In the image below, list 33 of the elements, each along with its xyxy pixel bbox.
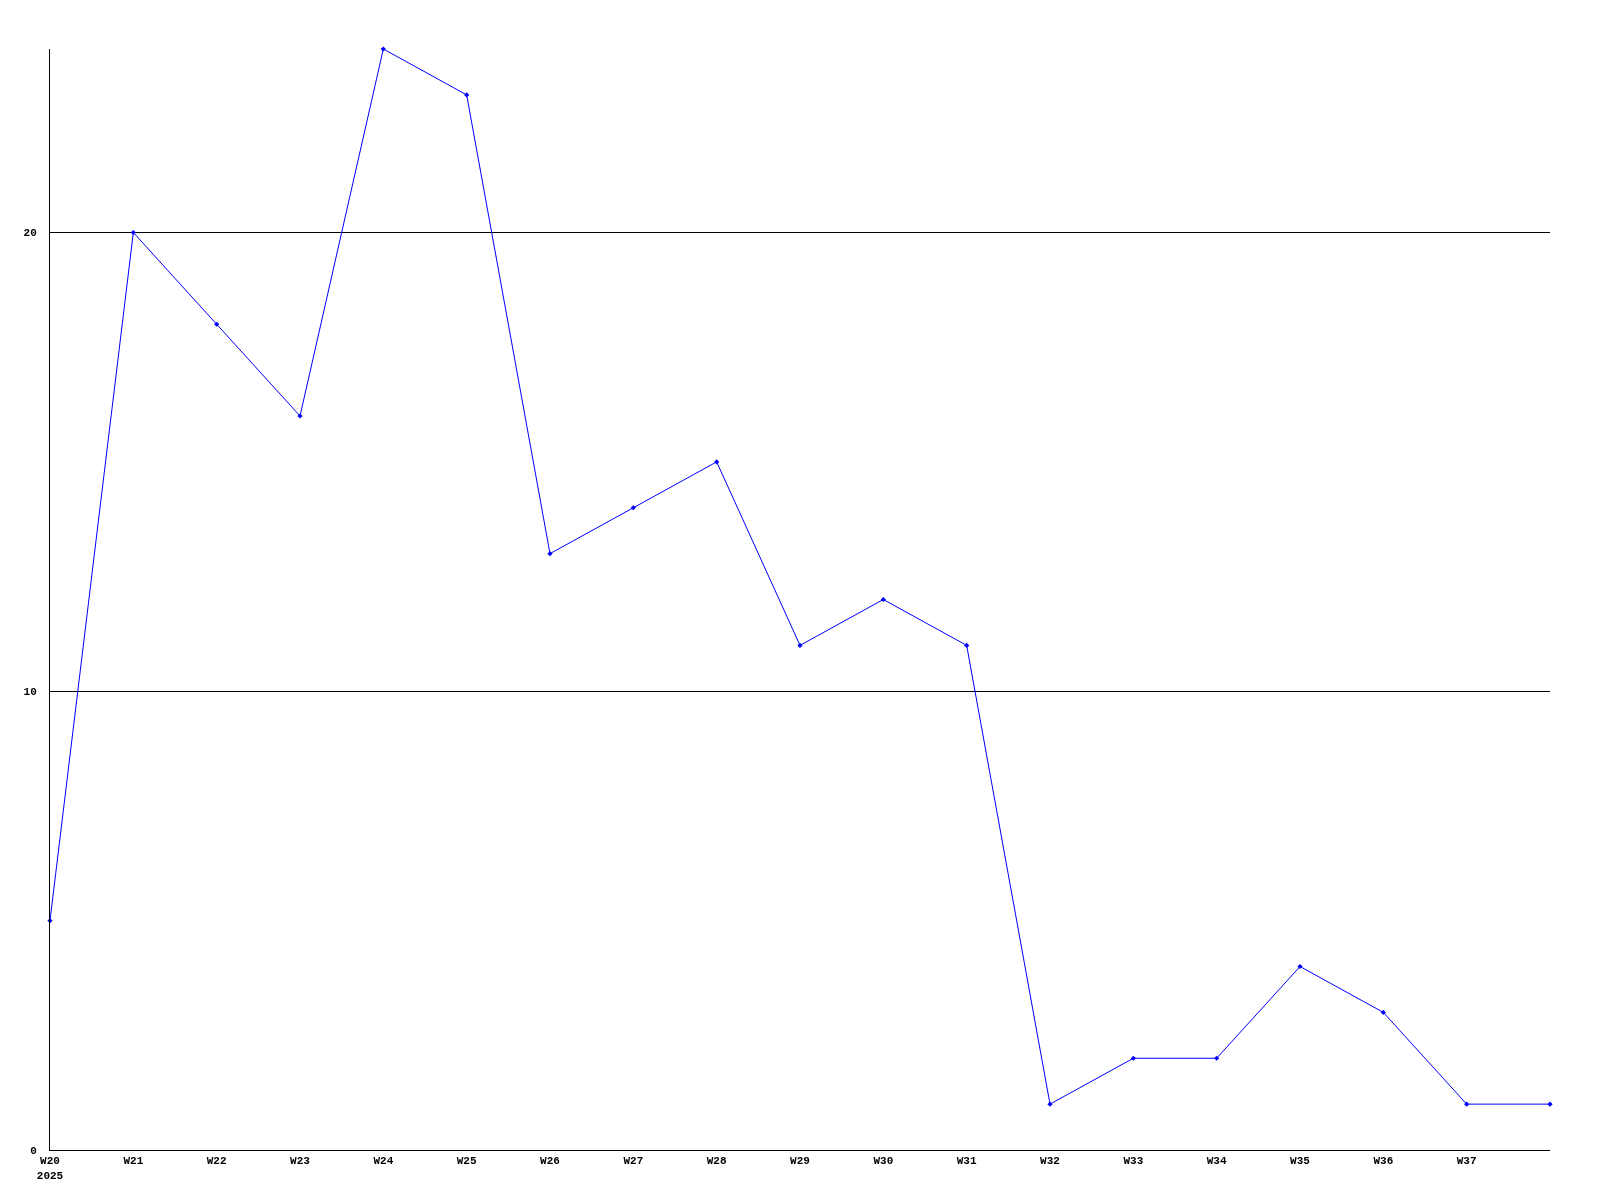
x-tick-label: W28 xyxy=(706,1155,727,1168)
x-tick-label: W35 xyxy=(1290,1155,1311,1168)
x-tick-label: W23 xyxy=(290,1155,311,1168)
x-tick-label: W22 xyxy=(206,1155,227,1168)
point xyxy=(130,229,136,236)
y-tick-label: 20 xyxy=(23,227,37,240)
y-tick-label: 0 xyxy=(30,1144,37,1157)
y-tick-label: 10 xyxy=(23,686,37,699)
x-tick-label: W25 xyxy=(456,1155,477,1168)
point xyxy=(1464,1101,1470,1107)
point xyxy=(1130,1055,1136,1061)
x-tick-label: W31 xyxy=(956,1155,977,1168)
x-tick-label: W21 xyxy=(123,1155,144,1168)
point xyxy=(1380,1009,1386,1015)
point xyxy=(214,321,220,327)
point xyxy=(964,642,970,648)
x-tick-label: W27 xyxy=(623,1155,644,1168)
point xyxy=(630,505,636,511)
x-tick-label: W34 xyxy=(1206,1155,1227,1168)
point xyxy=(1214,1055,1220,1061)
point xyxy=(1297,963,1303,970)
x-tick-label: W37 xyxy=(1456,1155,1477,1168)
x-tick-label: W36 xyxy=(1373,1155,1394,1168)
point xyxy=(880,596,886,603)
x-tick-label: W24 xyxy=(373,1155,394,1168)
x-tick-label: W30 xyxy=(873,1155,894,1168)
x-tick-label: W33 xyxy=(1123,1155,1144,1168)
point xyxy=(464,92,470,98)
point xyxy=(714,459,720,465)
x-tick-label: W29 xyxy=(790,1155,810,1168)
x-tick-label: W26 xyxy=(540,1155,560,1168)
x-tick-label: W32 xyxy=(1040,1155,1060,1168)
x-tick-label: W20 2025 xyxy=(36,1155,64,1182)
